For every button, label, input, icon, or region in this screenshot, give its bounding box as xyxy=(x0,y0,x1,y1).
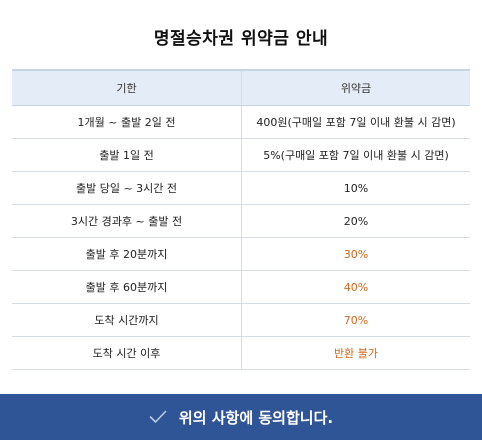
fee-cell: 5%(구매일 포함 7일 이내 환불 시 감면) xyxy=(241,138,470,172)
penalty-table: 기한 위약금 1개월 ~ 출발 2일 전 400원(구매일 포함 7일 이내 환… xyxy=(12,69,470,370)
agree-button-label: 위의 사항에 동의합니다. xyxy=(178,408,334,427)
column-header-fee: 위약금 xyxy=(241,69,470,106)
table-header-row: 기한 위약금 xyxy=(12,69,470,106)
fee-cell: 30% xyxy=(241,237,470,271)
check-icon xyxy=(149,410,167,423)
fee-cell: 40% xyxy=(241,270,470,304)
period-cell: 1개월 ~ 출발 2일 전 xyxy=(12,105,242,139)
agree-button[interactable]: 위의 사항에 동의합니다. xyxy=(0,394,482,440)
table-row: 출발 당일 ~ 3시간 전 10% xyxy=(12,171,470,205)
table-row: 3시간 경과후 ~ 출발 전 20% xyxy=(12,204,470,238)
fee-cell: 10% xyxy=(241,171,470,205)
table-row: 출발 후 20분까지 30% xyxy=(12,237,470,271)
table-row: 1개월 ~ 출발 2일 전 400원(구매일 포함 7일 이내 환불 시 감면) xyxy=(12,105,470,139)
period-cell: 도착 시간까지 xyxy=(12,303,242,337)
table-row: 출발 후 60분까지 40% xyxy=(12,270,470,304)
fee-cell: 70% xyxy=(241,303,470,337)
table-row: 출발 1일 전 5%(구매일 포함 7일 이내 환불 시 감면) xyxy=(12,138,470,172)
period-cell: 도착 시간 이후 xyxy=(12,336,242,370)
fee-cell: 반환 불가 xyxy=(241,336,470,370)
period-cell: 출발 후 60분까지 xyxy=(12,270,242,304)
period-cell: 출발 당일 ~ 3시간 전 xyxy=(12,171,242,205)
period-cell: 출발 후 20분까지 xyxy=(12,237,242,271)
period-cell: 출발 1일 전 xyxy=(12,138,242,172)
table-row: 도착 시간 이후 반환 불가 xyxy=(12,336,470,370)
period-cell: 3시간 경과후 ~ 출발 전 xyxy=(12,204,242,238)
fee-cell: 400원(구매일 포함 7일 이내 환불 시 감면) xyxy=(241,105,470,139)
table-row: 도착 시간까지 70% xyxy=(12,303,470,337)
fee-cell: 20% xyxy=(241,204,470,238)
column-header-period: 기한 xyxy=(12,69,242,106)
page-title: 명절승차권 위약금 안내 xyxy=(153,29,329,49)
